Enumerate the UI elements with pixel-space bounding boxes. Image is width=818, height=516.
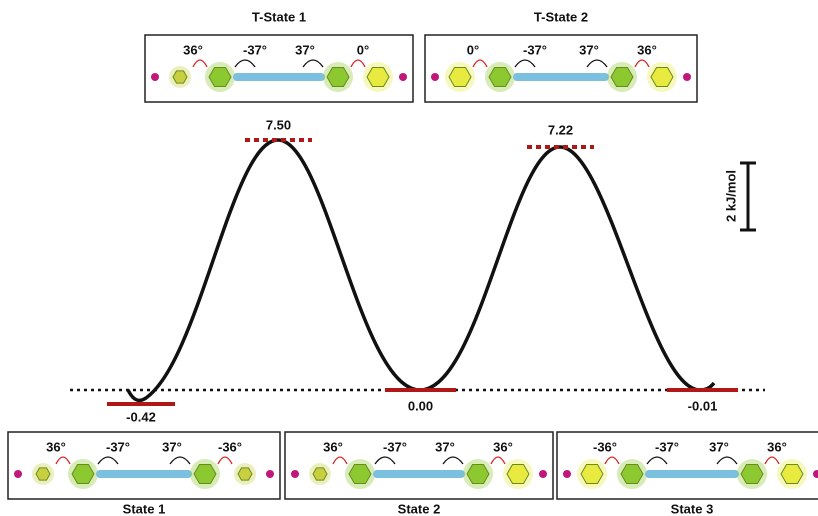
dihedral-angle: 36° bbox=[493, 439, 513, 454]
end-atom bbox=[431, 73, 439, 81]
end-atom bbox=[266, 470, 274, 478]
dihedral-angle: -37° bbox=[383, 439, 407, 454]
end-atom bbox=[399, 73, 407, 81]
energy-curve bbox=[128, 140, 714, 400]
ring bbox=[327, 68, 349, 87]
dihedral-angle: 37° bbox=[579, 42, 599, 57]
ring bbox=[449, 68, 471, 87]
ring bbox=[36, 468, 50, 480]
state-label: State 2 bbox=[398, 501, 441, 516]
rod bbox=[513, 73, 609, 81]
dihedral-angle: 36° bbox=[767, 439, 787, 454]
energy-label: -0.01 bbox=[688, 398, 718, 413]
ring bbox=[72, 465, 94, 484]
rod bbox=[96, 470, 192, 478]
rod bbox=[373, 470, 465, 478]
dihedral-angle: 37° bbox=[295, 42, 315, 57]
scale-bar-label: 2 kJ/mol bbox=[723, 170, 738, 222]
state-label: T-State 2 bbox=[534, 9, 588, 24]
dihedral-angle: 36° bbox=[46, 439, 66, 454]
dihedral-angle: -37° bbox=[655, 439, 679, 454]
ring bbox=[581, 465, 603, 484]
state-label: State 3 bbox=[671, 501, 714, 516]
energy-label: 0.00 bbox=[408, 398, 433, 413]
ring bbox=[489, 68, 511, 87]
ring bbox=[238, 468, 252, 480]
ring bbox=[173, 71, 187, 83]
state-label: T-State 1 bbox=[252, 9, 306, 24]
ring bbox=[611, 68, 633, 87]
ring bbox=[621, 465, 643, 484]
ring bbox=[507, 465, 529, 484]
end-atom bbox=[291, 470, 299, 478]
ring bbox=[313, 468, 327, 480]
energy-label: 7.50 bbox=[266, 117, 291, 132]
end-atom bbox=[683, 73, 691, 81]
dihedral-angle: 37° bbox=[435, 439, 455, 454]
end-atom bbox=[539, 470, 547, 478]
dihedral-angle: -37° bbox=[243, 42, 267, 57]
dihedral-angle: 36° bbox=[183, 42, 203, 57]
ring bbox=[367, 68, 389, 87]
dihedral-angle: 37° bbox=[162, 439, 182, 454]
end-atom bbox=[151, 73, 159, 81]
end-atom bbox=[14, 470, 22, 478]
dihedral-angle: 0° bbox=[357, 42, 369, 57]
dihedral-angle: -37° bbox=[106, 439, 130, 454]
dihedral-angle: 37° bbox=[709, 439, 729, 454]
dihedral-angle: -36° bbox=[218, 439, 242, 454]
dihedral-angle: -36° bbox=[593, 439, 617, 454]
energy-label: 7.22 bbox=[548, 122, 573, 137]
ring bbox=[194, 465, 216, 484]
ring bbox=[209, 68, 231, 87]
end-atom bbox=[563, 470, 571, 478]
rod bbox=[645, 470, 739, 478]
ring bbox=[781, 465, 803, 484]
dihedral-angle: 36° bbox=[637, 42, 657, 57]
ring bbox=[741, 465, 763, 484]
dihedral-angle: 36° bbox=[323, 439, 343, 454]
ring bbox=[349, 465, 371, 484]
energy-diagram: 2 kJ/mol T-State 1 36° -37° 37° 0° T-State 2 0… bbox=[0, 0, 818, 516]
state-label: State 1 bbox=[123, 501, 166, 516]
rod bbox=[233, 73, 325, 81]
ring bbox=[651, 68, 673, 87]
dihedral-angle: -37° bbox=[523, 42, 547, 57]
dihedral-angle: 0° bbox=[467, 42, 479, 57]
ring bbox=[467, 465, 489, 484]
energy-label: -0.42 bbox=[126, 409, 156, 424]
